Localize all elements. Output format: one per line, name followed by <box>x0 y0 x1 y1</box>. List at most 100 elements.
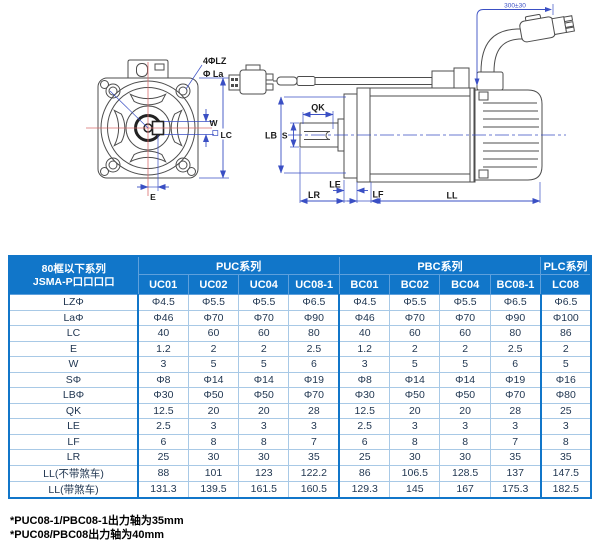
table-cell: 80 <box>288 325 341 342</box>
table-cell: Φ30 <box>137 387 189 404</box>
table-cell: 12.5 <box>137 402 189 419</box>
table-cell: 137 <box>489 464 542 482</box>
keyway-side <box>325 131 331 140</box>
table-cell: 20 <box>439 402 491 419</box>
table-cell: 35 <box>489 449 542 466</box>
dim-label-lr: LR <box>308 190 320 200</box>
dim-label-ll: LL <box>447 191 458 201</box>
spec-table-header: 80框以下系列 JSMA-P口口口口 PUC系列 PBC系列 PLC系列 UC0… <box>8 255 592 295</box>
table-cell: 25 <box>338 449 391 466</box>
table-cell: Φ30 <box>338 387 391 404</box>
table-cell: 161.5 <box>238 480 290 498</box>
table-cell: Φ14 <box>187 371 240 388</box>
table-cell: 3 <box>489 418 542 435</box>
table-cell: 28 <box>489 402 542 419</box>
table-row: SΦ Φ8 Φ14 Φ14 Φ19 Φ8 Φ14 Φ14 Φ19 Φ16 <box>8 371 592 388</box>
table-cell: Φ14 <box>439 371 491 388</box>
table-cell: 122.2 <box>288 464 341 482</box>
table-cell: 30 <box>389 449 441 466</box>
dim-label-la: Φ La <box>203 69 224 79</box>
table-cell: 129.3 <box>338 480 391 498</box>
table-cell: 35 <box>540 449 592 466</box>
table-cell: 160.5 <box>288 480 341 498</box>
table-cell: Φ14 <box>389 371 441 388</box>
table-row: LZΦ Φ4.5 Φ5.5 Φ5.5 Φ6.5 Φ4.5 Φ5.5 Φ5.5 Φ6.5 Φ6.5 <box>8 294 592 311</box>
row-label: LL(带煞车) <box>8 480 139 498</box>
table-cell: 7 <box>288 433 341 450</box>
dim-label-w: W <box>210 118 219 128</box>
row-label: LL(不带煞车) <box>8 464 139 482</box>
table-cell: 8 <box>389 433 441 450</box>
table-cell: 8 <box>439 433 491 450</box>
row-label: LZΦ <box>8 294 139 311</box>
table-cell: 131.3 <box>137 480 189 498</box>
table-cell: 2.5 <box>338 418 391 435</box>
encoder-connector <box>228 64 274 95</box>
table-row: LBΦ Φ30 Φ50 Φ50 Φ70 Φ30 Φ50 Φ50 Φ70 Φ80 <box>8 387 592 404</box>
table-cell: Φ5.5 <box>389 294 441 311</box>
table-cell: Φ16 <box>540 371 592 388</box>
row-label: LC <box>8 325 139 342</box>
bolt-holes <box>105 83 191 173</box>
table-cell: 2 <box>187 340 240 357</box>
table-cell: 30 <box>238 449 290 466</box>
table-cell: 25 <box>137 449 189 466</box>
table-cell: Φ4.5 <box>137 294 189 311</box>
table-cell: 60 <box>439 325 491 342</box>
table-cell: 88 <box>137 464 189 482</box>
power-cable <box>480 28 523 73</box>
table-corner-header: 80框以下系列 JSMA-P口口口口 <box>8 255 139 295</box>
table-cell: 3 <box>137 356 189 373</box>
table-cell: Φ70 <box>288 387 341 404</box>
dim-label-lc: LC <box>221 130 232 140</box>
group-header-pbc: PBC系列 <box>338 255 542 275</box>
table-cell: 5 <box>187 356 240 373</box>
table-row: LE 2.5 3 3 3 2.5 3 3 3 3 <box>8 418 592 435</box>
dim-label-cable-length: 300±30 <box>504 3 526 10</box>
table-cell: Φ70 <box>489 387 542 404</box>
dim-label-4lz: 4ΦLZ <box>203 56 227 66</box>
table-cell: 2 <box>238 340 290 357</box>
table-cell: 8 <box>187 433 240 450</box>
column-header-uc08-1: UC08-1 <box>288 274 340 295</box>
table-cell: Φ50 <box>187 387 240 404</box>
cooling-fins <box>483 102 539 168</box>
table-cell: 40 <box>338 325 391 342</box>
model-pattern: JSMA-P口口口口 <box>32 275 115 288</box>
table-cell: 60 <box>389 325 441 342</box>
table-row: QK 12.5 20 20 28 12.5 20 20 28 25 <box>8 402 592 419</box>
flange-side <box>343 93 358 179</box>
table-cell: Φ4.5 <box>338 294 391 311</box>
table-cell: 25 <box>540 402 592 419</box>
table-cell: 80 <box>489 325 542 342</box>
table-row: LL(带煞车) 131.3 139.5 161.5 160.5 129.3 145 167 17… <box>8 480 592 498</box>
table-cell: Φ50 <box>389 387 441 404</box>
dimension-drawing: 4ΦLZ Φ La W LC E <box>86 3 575 204</box>
table-cell: 5 <box>389 356 441 373</box>
group-header-plc: PLC系列 <box>540 255 592 275</box>
dim-label-lb: LB <box>265 131 277 141</box>
table-cell: 128.5 <box>439 464 491 482</box>
table-cell: 28 <box>288 402 341 419</box>
table-cell: 2.5 <box>288 340 341 357</box>
table-cell: Φ70 <box>389 309 441 326</box>
table-cell: 167 <box>439 480 491 498</box>
row-label: LaΦ <box>8 309 139 326</box>
table-cell: Φ19 <box>489 371 542 388</box>
table-cell: 1.2 <box>338 340 391 357</box>
table-cell: Φ6.5 <box>489 294 542 311</box>
table-cell: Φ70 <box>238 309 290 326</box>
table-cell: 3 <box>389 418 441 435</box>
table-cell: 8 <box>238 433 290 450</box>
table-cell: 1.2 <box>137 340 189 357</box>
table-cell: 101 <box>187 464 240 482</box>
table-cell: 2 <box>389 340 441 357</box>
table-cell: 106.5 <box>389 464 441 482</box>
table-cell: 6 <box>288 356 341 373</box>
table-cell: 20 <box>238 402 290 419</box>
power-plug <box>519 13 575 43</box>
column-header-bc08-1: BC08-1 <box>489 274 542 295</box>
row-label: LF <box>8 433 139 450</box>
table-cell: 8 <box>540 433 592 450</box>
